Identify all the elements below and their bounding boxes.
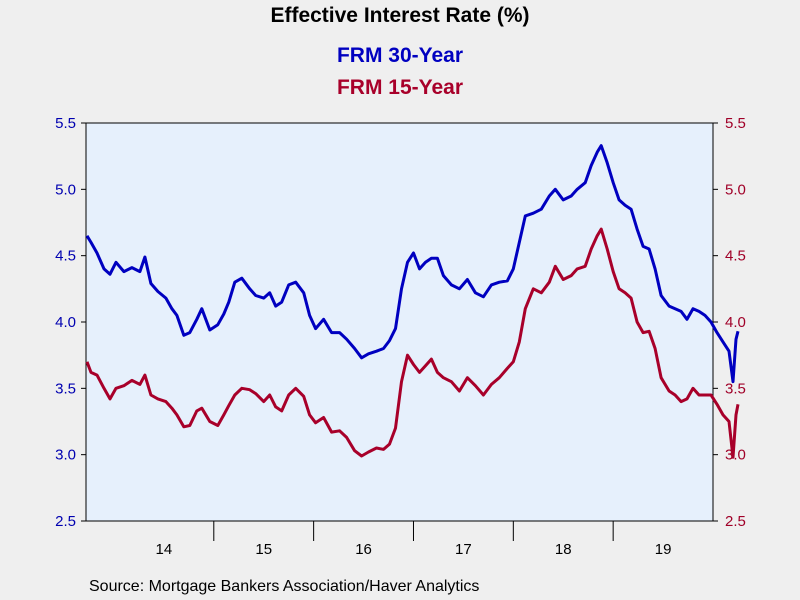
x-tick-label: 18 [555,541,572,558]
y-tick-label-right: 5.0 [725,181,746,198]
y-tick-label-left: 2.5 [55,513,76,530]
y-tick-label-right: 4.0 [725,314,746,331]
source-note: Source: Mortgage Bankers Association/Hav… [89,578,479,595]
y-tick-label-right: 3.0 [725,447,746,464]
y-tick-label-left: 5.5 [55,115,76,132]
x-tick-label: 15 [255,541,272,558]
series-line-frm15 [85,227,740,459]
axes: 2.5 3.0 3.5 4.0 4.5 5.0 5.5 2.5 3.0 3.5 4.0 4.5 5.0 5… [55,115,746,558]
x-tick-label: 16 [355,541,372,558]
y-tick-label-left: 4.0 [55,314,76,331]
y-tick-label-right: 4.5 [725,248,746,265]
y-tick-label-left: 3.0 [55,447,76,464]
x-tick-label: 19 [655,541,672,558]
plot-area [85,122,714,522]
legend-frm30: FRM 30-Year [337,44,463,67]
y-tick-label-left: 3.5 [55,380,76,397]
legend-frm15: FRM 15-Year [337,76,463,99]
x-tick-label: 17 [455,541,472,558]
y-tick-label-right: 3.5 [725,380,746,397]
y-tick-label-left: 4.5 [55,248,76,265]
series-lines [85,144,740,459]
y-tick-label-right: 2.5 [725,513,746,530]
series-line-frm30 [85,144,740,384]
x-tick-label: 14 [156,541,173,558]
y-tick-label-right: 5.5 [725,115,746,132]
y-tick-label-left: 5.0 [55,181,76,198]
chart-title: Effective Interest Rate (%) [270,4,529,27]
